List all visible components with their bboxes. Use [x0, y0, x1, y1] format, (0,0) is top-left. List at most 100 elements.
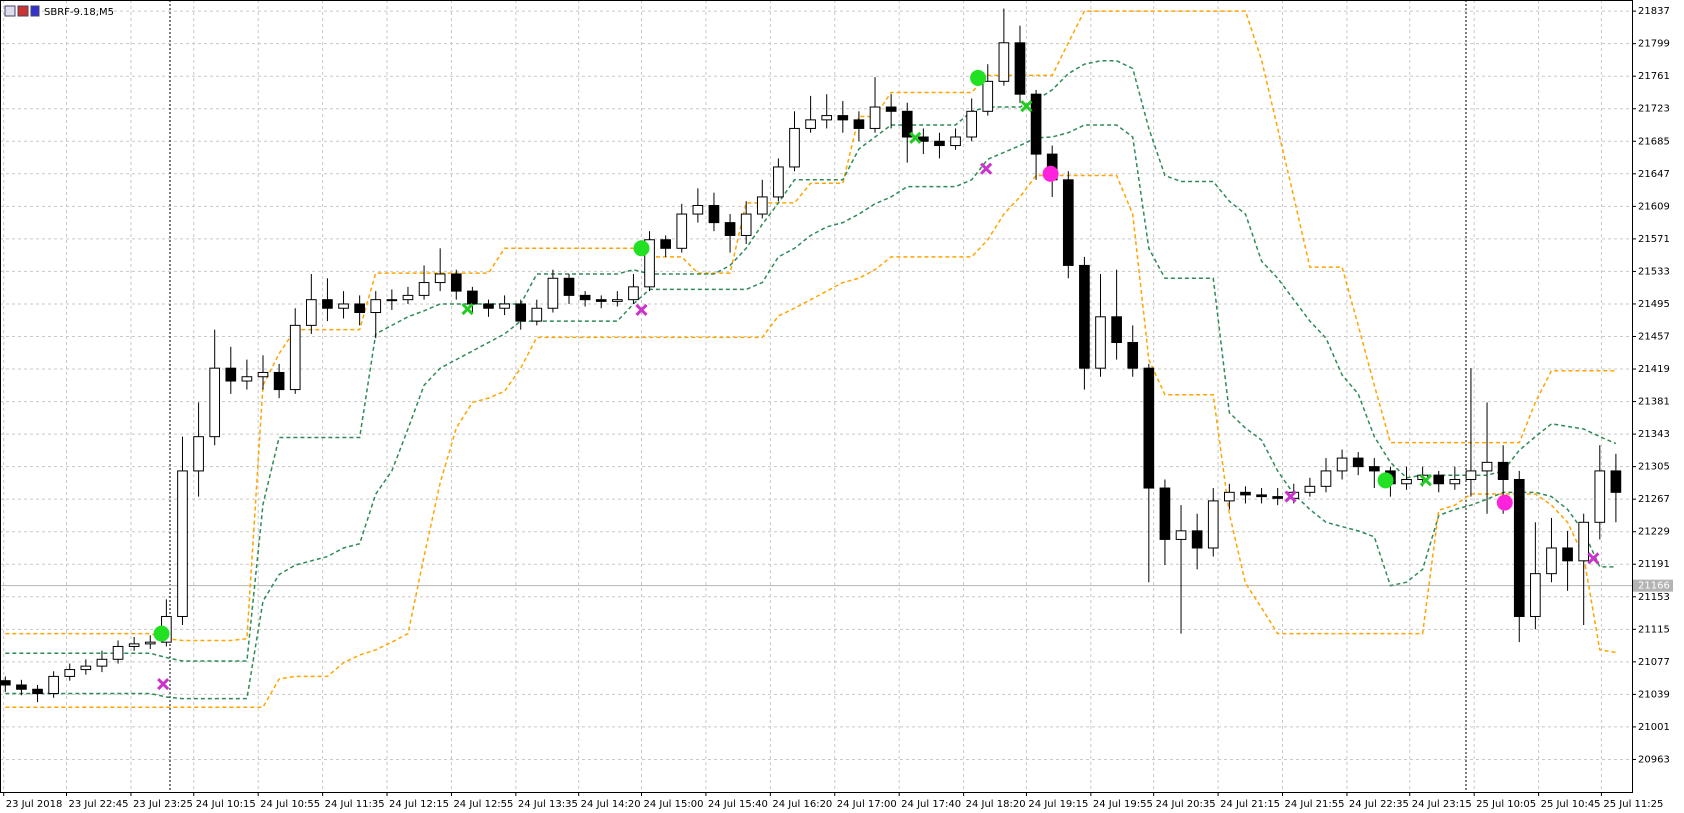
candle-body	[756, 196, 768, 215]
y-tick-label: 21191	[1638, 559, 1670, 570]
candle-body	[1111, 316, 1122, 343]
grid	[0, 0, 1632, 792]
candle-body	[547, 277, 559, 309]
x-tick-label: 24 Jul 20:35	[1156, 799, 1216, 810]
candle-body	[1433, 474, 1445, 485]
candle-body	[386, 299, 398, 302]
candle-body	[402, 294, 414, 301]
candle-body	[595, 299, 607, 302]
x-tick-label: 24 Jul 19:55	[1093, 799, 1153, 810]
y-tick-label: 21001	[1638, 722, 1670, 733]
plot-area	[0, 8, 1632, 708]
candle-body	[982, 80, 994, 112]
x-tick-label: 24 Jul 21:15	[1220, 799, 1280, 810]
signal-cross	[980, 162, 993, 175]
candle-body	[1320, 470, 1332, 487]
candle-body	[1272, 496, 1284, 499]
candle-body	[1481, 461, 1493, 472]
candle-body	[853, 119, 865, 129]
y-tick-label: 21343	[1638, 429, 1670, 440]
plot-border	[0, 0, 1633, 793]
candle-body	[1143, 367, 1155, 489]
y-tick-label: 21799	[1638, 39, 1670, 50]
candle-body	[32, 688, 43, 695]
y-tick-label: 21685	[1638, 136, 1670, 147]
candle-body	[80, 665, 92, 671]
candle-body	[1336, 457, 1348, 472]
candle-body	[499, 303, 510, 309]
y-tick-label: 21723	[1638, 104, 1670, 115]
candle-body	[1224, 491, 1235, 502]
candle-body	[273, 371, 285, 391]
signal-cross	[461, 303, 474, 316]
x-tick-label: 24 Jul 23:15	[1412, 799, 1472, 810]
candle-body	[612, 299, 623, 302]
candle-body	[418, 282, 430, 296]
x-tick-label: 24 Jul 22:35	[1349, 799, 1409, 810]
candle-body	[322, 299, 333, 309]
candle-body	[128, 643, 140, 647]
y-tick-label: 21609	[1638, 201, 1670, 212]
x-tick-label: 23 Jul 22:45	[69, 799, 129, 810]
y-tick-label: 21115	[1638, 624, 1670, 635]
candle-body	[628, 286, 639, 301]
candle-body	[1159, 487, 1171, 540]
candle-body	[1175, 530, 1187, 540]
candle-body	[1594, 470, 1606, 523]
signal-circle	[970, 69, 987, 86]
candle-body	[1610, 470, 1622, 493]
candle-body	[805, 119, 816, 129]
candle-body	[96, 658, 108, 667]
signal-circle	[633, 240, 650, 257]
x-tick-label: 24 Jul 11:35	[325, 799, 385, 810]
candle-body	[1513, 478, 1525, 617]
y-tick-label: 20963	[1638, 754, 1670, 765]
candle-body	[1256, 494, 1267, 498]
x-tick-label: 24 Jul 19:15	[1028, 799, 1088, 810]
x-tick-label: 25 Jul 10:05	[1476, 799, 1536, 810]
signal-circle	[1377, 472, 1394, 489]
y-tick-label: 21229	[1638, 527, 1670, 538]
candle-body	[144, 641, 156, 645]
candle-body	[1207, 500, 1219, 549]
candle-body	[483, 303, 494, 309]
candle-body	[885, 106, 897, 112]
candle-body	[1304, 485, 1316, 493]
y-tick-label: 21153	[1638, 592, 1670, 603]
signal-cross	[1284, 490, 1297, 503]
signal-cross	[1419, 474, 1432, 487]
signal-circle	[153, 625, 170, 642]
y-tick-label: 21039	[1638, 689, 1670, 700]
candle-body	[1530, 573, 1541, 617]
candle-body	[370, 299, 382, 314]
symbol-icon	[4, 5, 40, 17]
x-tick-label: 24 Jul 10:15	[196, 799, 256, 810]
candle-body	[966, 110, 977, 138]
x-tick-label: 24 Jul 17:40	[901, 799, 961, 810]
x-tick-label: 23 Jul 23:25	[133, 799, 193, 810]
candle-body	[1368, 466, 1380, 472]
candle-body	[289, 324, 301, 391]
y-tick-label: 21305	[1638, 462, 1670, 473]
signal-cross	[1020, 100, 1033, 113]
candle-body	[1578, 521, 1590, 562]
signal-cross	[1587, 552, 1600, 565]
candle-body	[1352, 457, 1364, 468]
candle-body	[1401, 478, 1412, 485]
candle-body	[1014, 42, 1026, 95]
candle-body	[1079, 264, 1090, 369]
candle-body	[1546, 547, 1557, 575]
chart-title: SBRF-9.18,M5	[44, 7, 114, 18]
candle-body	[1465, 470, 1477, 480]
candle-body	[579, 294, 591, 301]
candle-body	[48, 675, 59, 695]
y-tick-label: 21419	[1638, 364, 1670, 375]
x-tick-label: 25 Jul 11:25	[1603, 799, 1663, 810]
candle-body	[177, 470, 188, 617]
candle-body	[450, 273, 462, 292]
y-tick-label: 21457	[1638, 331, 1670, 342]
candle-body	[998, 42, 1010, 82]
x-tick-label: 24 Jul 17:00	[837, 799, 897, 810]
candle-body	[563, 277, 575, 296]
